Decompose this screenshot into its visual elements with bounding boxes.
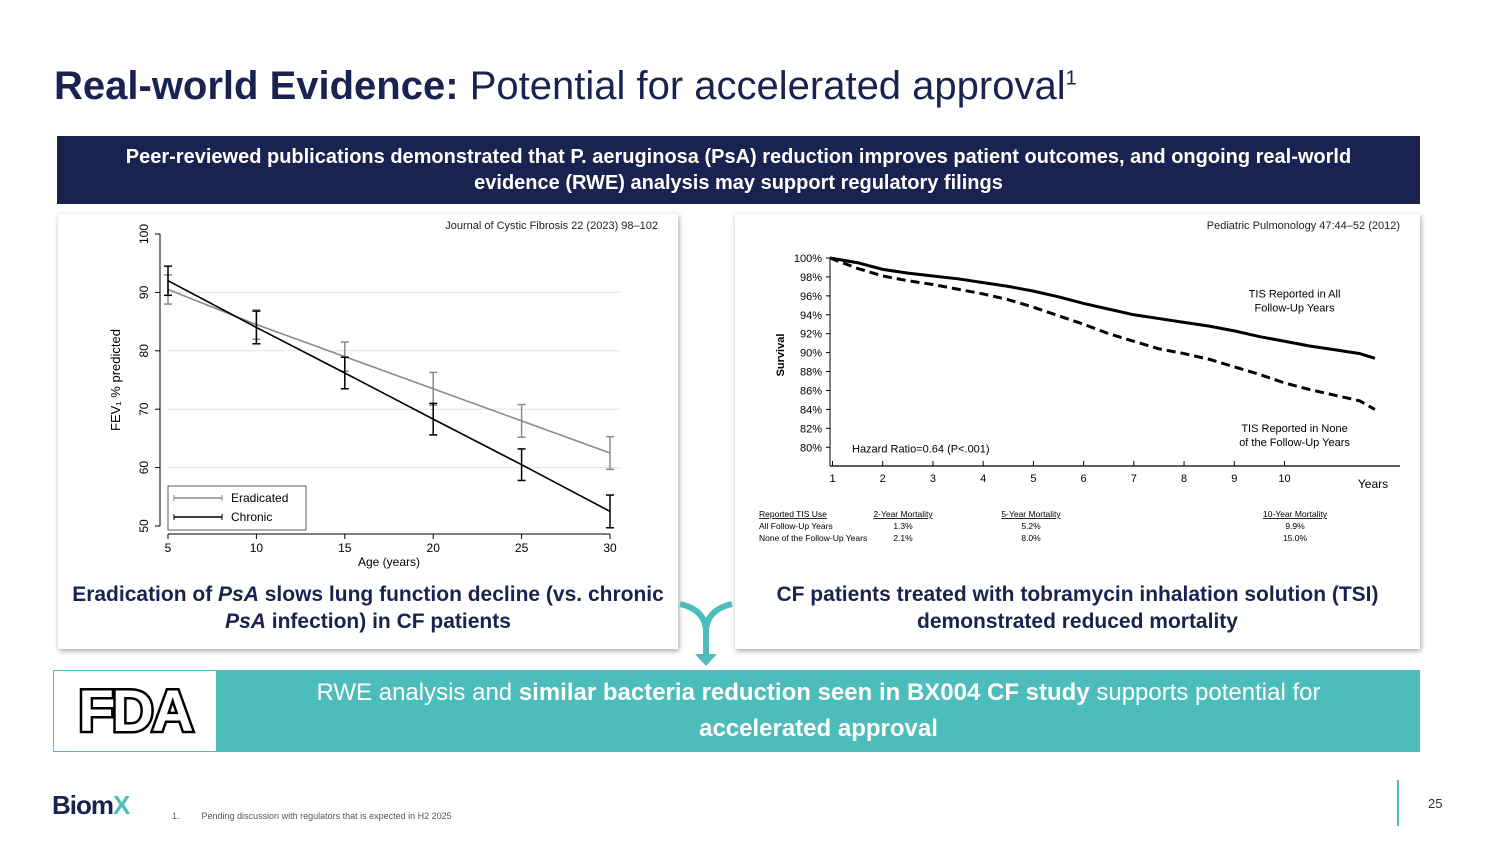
survival-y-tick-label: 80% (800, 442, 822, 454)
survival-y-tick-label: 92% (800, 329, 822, 341)
survival-y-tick-label: 90% (800, 348, 822, 360)
survival-x-tick-label: 10 (1278, 473, 1290, 485)
survival-series-label: of the Follow-Up Years (1239, 437, 1350, 449)
fda-logo-box: FDA (53, 670, 217, 752)
survival-curve (829, 256, 1376, 411)
survival-table-cell: 9.9% (1285, 521, 1305, 531)
fev1-caption-p2: slows lung function decline (vs. chronic (258, 583, 664, 606)
footer-divider (1397, 780, 1399, 826)
survival-y-tick-label: 84% (800, 404, 822, 416)
survival-x-tick-label: 9 (1231, 473, 1237, 485)
page-title: Real-world Evidence: Potential for accel… (54, 64, 1077, 109)
survival-table-cell: 2.1% (893, 533, 913, 543)
rwe-b2: accelerated approval (699, 715, 938, 742)
fev1-x-tick-label: 5 (165, 541, 172, 555)
survival-table-cell: None of the Follow-Up Years (759, 533, 867, 543)
survival-panel: Pediatric Pulmonology 47:44–52 (2012) 80… (735, 214, 1420, 649)
survival-table-header: Reported TIS Use (759, 509, 827, 519)
survival-caption: CF patients treated with tobramycin inha… (735, 581, 1420, 635)
fev1-y-tick-label: 70 (137, 402, 151, 416)
fev1-x-tick-label: 15 (338, 541, 352, 555)
footnote: 1. Pending discussion with regulators tha… (172, 811, 452, 821)
survival-hazard-ratio: Hazard Ratio=0.64 (P<.001) (852, 443, 990, 455)
survival-x-tick-label: 8 (1181, 473, 1187, 485)
fev1-caption-p3: infection) in CF patients (265, 610, 511, 633)
title-regular: Potential for accelerated approval (469, 64, 1066, 108)
survival-table-header: 5-Year Mortality (1001, 509, 1061, 519)
fev1-caption-i2: PsA (225, 610, 266, 633)
survival-y-tick-label: 82% (800, 423, 822, 435)
survival-source: Pediatric Pulmonology 47:44–52 (2012) (1206, 220, 1400, 232)
fev1-y-tick-label: 100 (137, 224, 151, 244)
biomx-logo: BiomX (52, 790, 130, 821)
rwe-b1: similar bacteria reduction seen in BX004… (518, 679, 1090, 706)
survival-chart: 80% 82% 84% 86% 88% 90% 92% 94% 96% 98% 100% 1 2 3 4 5 6… (759, 253, 1400, 543)
fev1-panel: Journal of Cystic Fibrosis 22 (2023) 98–… (58, 214, 678, 649)
survival-x-tick-label: 7 (1131, 473, 1137, 485)
title-footnote-marker: 1 (1065, 67, 1077, 90)
fev1-caption: Eradication of PsA slows lung function d… (58, 581, 678, 635)
fev1-chart: 50 60 70 80 90 100 5 10 15 20 25 30 Age (years) FEV₁ … (108, 224, 620, 569)
fev1-caption-i1: PsA (218, 583, 259, 606)
fev1-x-tick-label: 30 (603, 541, 617, 555)
survival-y-tick-label: 98% (800, 272, 822, 284)
page-number: 25 (1428, 796, 1443, 811)
survival-x-tick-label: 2 (880, 473, 886, 485)
survival-x-tick-label: 1 (829, 473, 835, 485)
fev1-y-tick-label: 80 (137, 344, 151, 358)
survival-x-tick-label: 4 (980, 473, 986, 485)
fev1-y-tick-label: 50 (137, 519, 151, 533)
fev1-caption-p1: Eradication of (72, 583, 219, 606)
rwe-statement: RWE analysis and similar bacteria reduct… (217, 670, 1420, 752)
survival-x-tick-label: 3 (930, 473, 936, 485)
survival-caption-text: CF patients treated with tobramycin inha… (776, 583, 1379, 633)
survival-curve (829, 256, 1376, 360)
survival-table-header: 10-Year Mortality (1263, 509, 1328, 519)
fev1-legend-box (167, 485, 307, 531)
footnote-text: Pending discussion with regulators that … (201, 811, 452, 821)
survival-x-tick-label: 6 (1081, 473, 1087, 485)
fev1-y-label: FEV₁ % predicted (108, 329, 123, 431)
fev1-legend-label: Eradicated (231, 491, 288, 505)
rwe-p2: supports potential for (1089, 679, 1321, 706)
fev1-y-tick-label: 60 (137, 461, 151, 475)
fev1-series-line (167, 280, 611, 513)
survival-series-label: TIS Reported in None (1241, 423, 1347, 435)
title-bold: Real-world Evidence: (54, 64, 459, 108)
fev1-x-tick-label: 25 (515, 541, 529, 555)
fev1-x-label: Age (years) (358, 555, 420, 569)
fev1-series-line (167, 288, 611, 454)
survival-table-cell: All Follow-Up Years (759, 521, 833, 531)
fev1-x-tick-label: 10 (250, 541, 264, 555)
survival-table-cell: 8.0% (1021, 533, 1041, 543)
survival-table-cell: 15.0% (1283, 533, 1308, 543)
rwe-p1: RWE analysis and (316, 679, 519, 706)
fev1-legend-label: Chronic (231, 510, 272, 524)
survival-table-cell: 1.3% (893, 521, 913, 531)
survival-y-tick-label: 86% (800, 385, 822, 397)
fda-logo: FDA (76, 676, 196, 746)
survival-y-tick-label: 100% (794, 253, 822, 265)
summary-banner: Peer-reviewed publications demonstrated … (57, 136, 1420, 204)
banner-text: Peer-reviewed publications demonstrated … (125, 146, 1352, 194)
survival-y-tick-label: 96% (800, 291, 822, 303)
survival-x-label: Years (1358, 477, 1388, 491)
fev1-x-tick-label: 20 (427, 541, 441, 555)
merge-arrow-icon (679, 601, 733, 666)
survival-y-tick-label: 94% (800, 310, 822, 322)
fev1-y-tick-label: 90 (137, 285, 151, 299)
survival-series-label: TIS Reported in All (1249, 289, 1341, 301)
fev1-source: Journal of Cystic Fibrosis 22 (2023) 98–… (445, 220, 658, 232)
survival-y-label: Survival (775, 334, 787, 377)
logo-x: X (113, 790, 130, 820)
survival-y-tick-label: 88% (800, 367, 822, 379)
survival-table-cell: 5.2% (1021, 521, 1041, 531)
footnote-number: 1. (172, 811, 180, 821)
survival-series-label: Follow-Up Years (1254, 303, 1335, 315)
logo-main: Biom (52, 790, 114, 820)
survival-x-tick-label: 5 (1030, 473, 1036, 485)
survival-table-header: 2-Year Mortality (873, 509, 933, 519)
rwe-text: RWE analysis and similar bacteria reduct… (317, 675, 1321, 747)
